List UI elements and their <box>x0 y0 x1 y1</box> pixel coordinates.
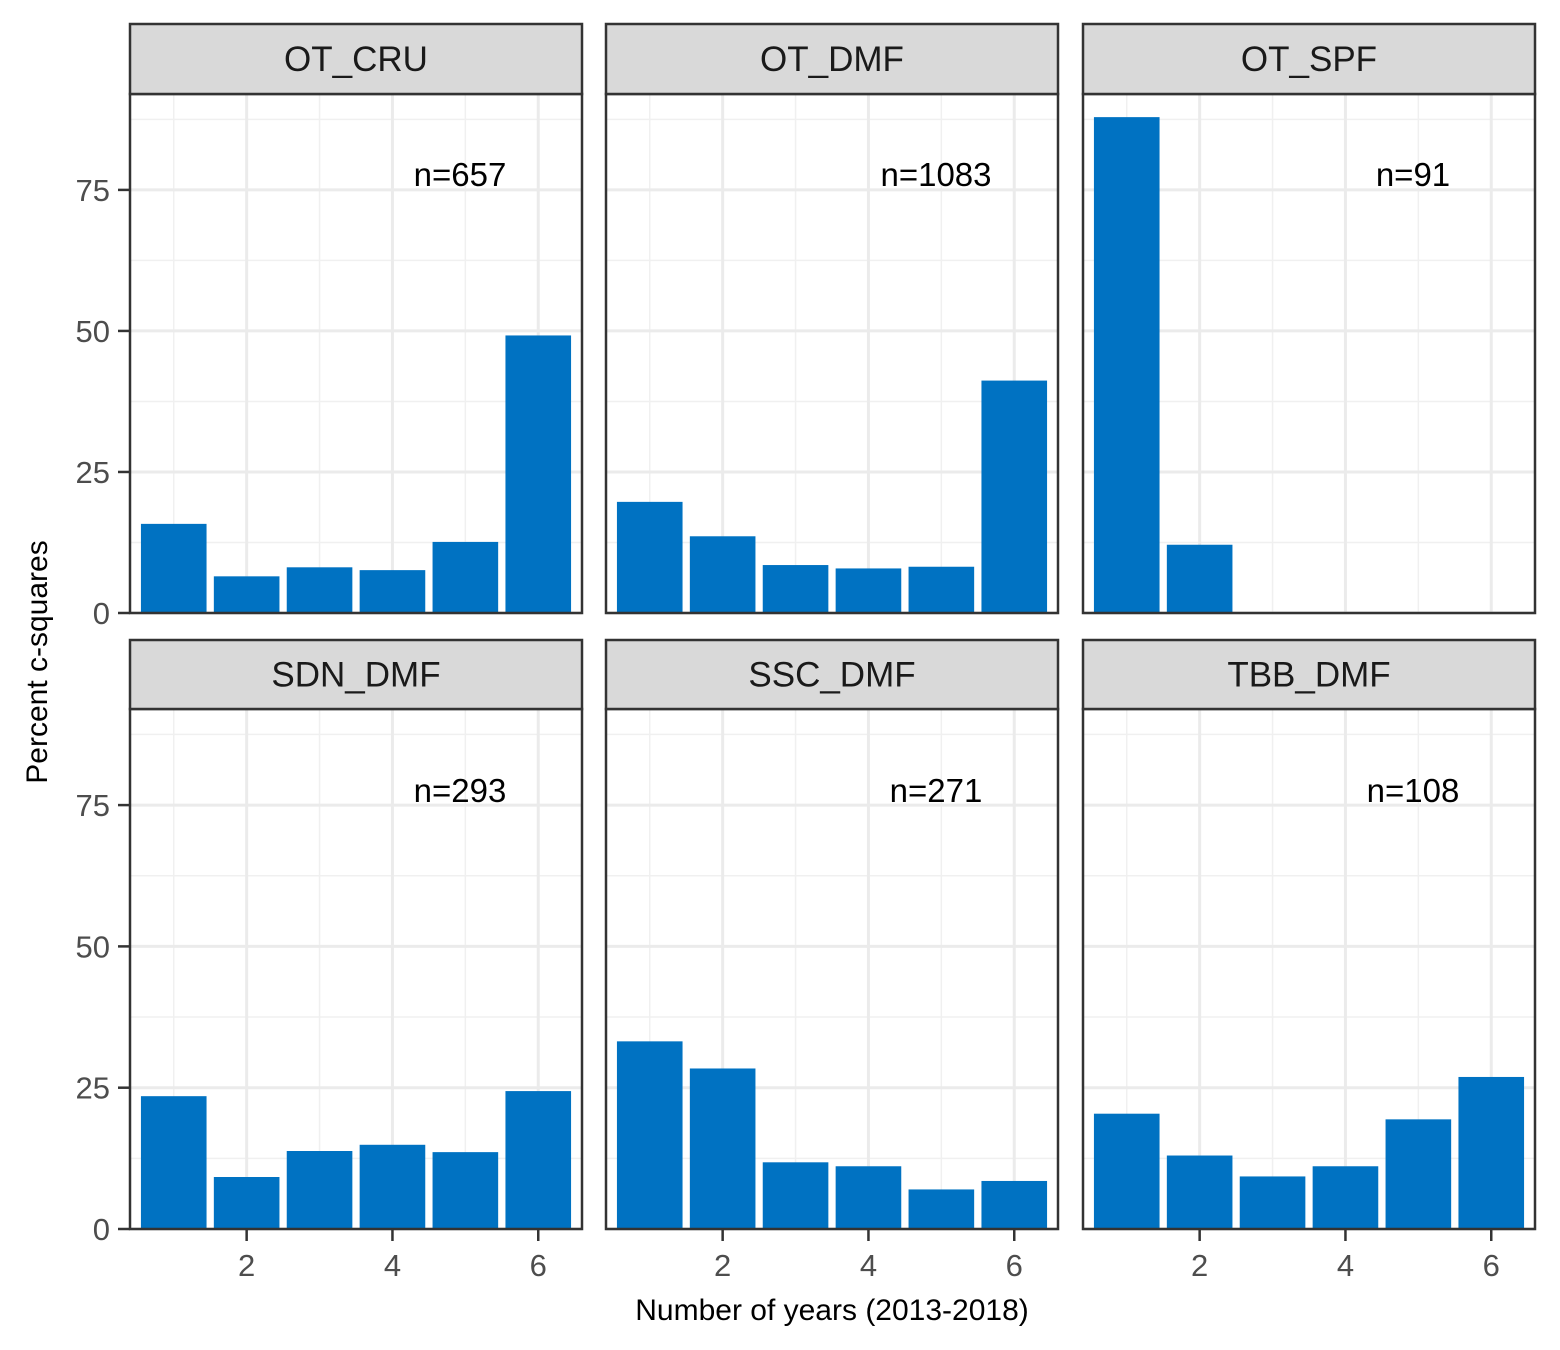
panel-tbb-dmf: n=108 TBB_DMF <box>1081 638 1537 1231</box>
y-axis-title: Percent c-squares <box>21 540 54 783</box>
bar <box>616 501 683 613</box>
bar <box>286 1151 353 1229</box>
x-tick-label: 2 <box>714 1248 731 1283</box>
bar <box>140 523 207 613</box>
facet-strip-label: SSC_DMF <box>748 656 915 695</box>
bar <box>835 568 902 613</box>
x-axis-title: Number of years (2013-2018) <box>635 1294 1029 1327</box>
bar <box>359 1144 426 1229</box>
bar <box>432 1152 499 1229</box>
bar <box>213 1177 280 1229</box>
facet-strip <box>128 638 584 711</box>
bar <box>140 1096 207 1229</box>
facet-strip-label: SDN_DMF <box>271 656 440 695</box>
bar <box>1458 1076 1525 1229</box>
y-tick-label: 75 <box>76 788 110 823</box>
count-label: n=293 <box>414 772 507 809</box>
y-tick-label: 0 <box>93 596 110 631</box>
bar <box>616 1041 683 1229</box>
y-tick-label: 75 <box>76 173 110 208</box>
facet-strip-label: OT_SPF <box>1241 40 1377 79</box>
facet-strip <box>1081 22 1537 96</box>
panel-ssc-dmf: n=271 SSC_DMF <box>604 638 1060 1231</box>
x-tick-label: 4 <box>860 1248 877 1283</box>
bar <box>689 536 756 613</box>
x-tick-label: 6 <box>1006 1248 1023 1283</box>
bar <box>505 335 572 613</box>
x-tick-label: 2 <box>238 1248 255 1283</box>
panels-layer: n=657 OT_CRU n=1083 OT_DMF n=91 OT_SPF n=293 SD… <box>128 22 1537 1231</box>
bar <box>1239 1176 1306 1229</box>
bar <box>908 566 975 613</box>
bar <box>835 1166 902 1229</box>
y-tick-label: 50 <box>76 314 110 349</box>
bar <box>981 1180 1048 1229</box>
x-tick-label: 6 <box>530 1248 547 1283</box>
facet-strip <box>604 22 1060 96</box>
bar <box>213 576 280 613</box>
panel-ot-dmf: n=1083 OT_DMF <box>604 22 1060 615</box>
bar <box>762 565 829 613</box>
x-tick-label: 6 <box>1483 1248 1500 1283</box>
panel-sdn-dmf: n=293 SDN_DMF <box>128 638 584 1231</box>
facet-strip-label: OT_CRU <box>284 40 428 79</box>
bar <box>908 1189 975 1229</box>
bar <box>1093 1113 1160 1229</box>
count-label: n=1083 <box>880 156 991 193</box>
facet-strip-label: TBB_DMF <box>1227 656 1390 695</box>
y-tick-label: 0 <box>93 1212 110 1247</box>
bar <box>432 541 499 613</box>
bar <box>1093 117 1160 614</box>
y-tick-label: 25 <box>76 1071 110 1106</box>
y-tick-label: 25 <box>76 455 110 490</box>
x-tick-label: 4 <box>384 1248 401 1283</box>
bar <box>286 567 353 613</box>
count-label: n=91 <box>1376 156 1450 193</box>
facet-strip-label: OT_DMF <box>760 40 904 79</box>
bar <box>1166 1155 1233 1229</box>
y-tick-label: 50 <box>76 929 110 964</box>
bar <box>1166 544 1233 613</box>
x-tick-label: 4 <box>1337 1248 1354 1283</box>
bar <box>505 1091 572 1229</box>
axes-layer: 0 25 50 75 0 25 50 75 2 4 6 2 4 6 2 4 6 <box>76 173 1500 1283</box>
bar <box>359 570 426 613</box>
bar <box>762 1162 829 1229</box>
facet-strip <box>604 638 1060 711</box>
count-label: n=108 <box>1367 772 1460 809</box>
bar <box>981 380 1048 613</box>
panel-ot-cru: n=657 OT_CRU <box>128 22 584 615</box>
bar <box>1312 1166 1379 1229</box>
facet-strip <box>1081 638 1537 711</box>
panel-ot-spf: n=91 OT_SPF <box>1081 22 1537 615</box>
facet-strip <box>128 22 584 96</box>
bar <box>689 1068 756 1229</box>
x-tick-label: 2 <box>1191 1248 1208 1283</box>
count-label: n=271 <box>890 772 983 809</box>
bar <box>1385 1119 1452 1229</box>
count-label: n=657 <box>414 156 507 193</box>
